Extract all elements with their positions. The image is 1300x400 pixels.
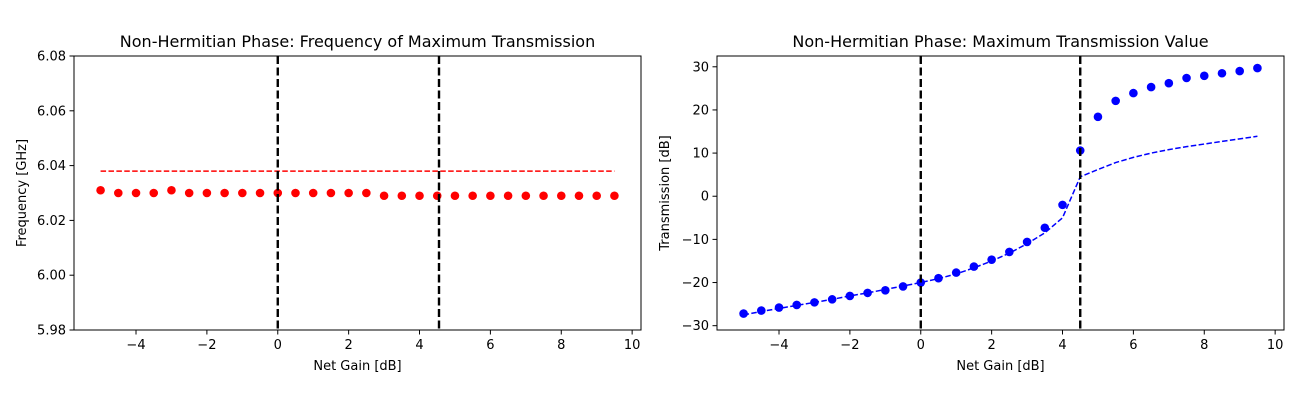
transmission-data-point	[1199, 71, 1209, 81]
frequency-y-tick-label: 6.08	[37, 50, 66, 65]
frequency-data-point	[379, 191, 389, 201]
frequency-plot-area	[96, 56, 619, 330]
frequency-y-axis-label: Frequency [GHz]	[15, 139, 30, 247]
frequency-y-tick-label: 6.04	[37, 159, 66, 174]
frequency-data-point	[149, 188, 159, 198]
transmission-x-tick-label: 8	[1200, 338, 1208, 353]
transmission-y-tick-label: 30	[692, 60, 709, 75]
transmission-y-tick-label: −10	[682, 233, 709, 248]
frequency-data-point	[131, 188, 141, 198]
transmission-data-point	[881, 286, 890, 295]
frequency-data-point	[397, 191, 407, 201]
transmission-y-tick-label: 0	[701, 190, 709, 205]
transmission-axes-frame	[716, 55, 1285, 331]
transmission-data-point	[739, 309, 748, 318]
frequency-data-point	[610, 191, 619, 201]
frequency-data-point	[415, 191, 424, 201]
frequency-ticks: −4 −2 0 2 4 6 8 10 5.98 6.00 6.02 6.04 6.06 6.08	[37, 50, 640, 354]
frequency-y-tick-label: 6.06	[37, 104, 66, 119]
transmission-y-tick-label: −20	[682, 276, 709, 291]
frequency-axes-frame	[73, 55, 642, 331]
frequency-x-tick-label: 4	[415, 338, 423, 353]
frequency-x-tick-label: 6	[486, 338, 494, 353]
frequency-x-tick-label: 10	[624, 338, 641, 353]
transmission-data-point	[863, 288, 872, 298]
transmission-y-tick-label: −30	[682, 319, 709, 334]
frequency-x-tick-label: 8	[557, 338, 565, 353]
transmission-dashed-line	[743, 135, 1258, 316]
frequency-data-point	[344, 188, 353, 198]
frequency-data-point	[238, 188, 247, 198]
transmission-data-point	[951, 268, 961, 277]
frequency-data-point	[96, 185, 105, 195]
frequency-y-tick-label: 6.02	[37, 214, 66, 229]
frequency-data-point	[308, 188, 318, 198]
transmission-data-point	[1129, 88, 1138, 98]
transmission-data-point	[1111, 96, 1120, 106]
frequency-data-point	[184, 188, 194, 198]
frequency-x-tick-label: 0	[274, 338, 282, 353]
frequency-y-tick-label: 6.00	[37, 269, 66, 284]
transmission-data-point	[1164, 78, 1174, 88]
frequency-data-point	[450, 191, 460, 201]
transmission-data-point	[792, 300, 802, 310]
frequency-data-point	[592, 191, 601, 201]
frequency-data-point	[362, 188, 371, 198]
transmission-data-point	[757, 306, 766, 315]
transmission-x-tick-label: 4	[1058, 338, 1066, 353]
transmission-data-point	[1040, 223, 1050, 233]
transmission-data-point	[916, 278, 926, 287]
frequency-y-tick-label: 5.98	[37, 324, 66, 339]
chart-frequency-panel: −4 −2 0 2 4 6 8 10 5.98 6.00 6.02 6.04 6.06 6.08 Non-…	[15, 32, 642, 374]
frequency-chart-title: Non-Hermitian Phase: Frequency of Maximu…	[120, 32, 595, 51]
frequency-data-point	[556, 191, 566, 201]
transmission-y-tick-label: 10	[692, 147, 709, 162]
transmission-data-point	[1182, 73, 1191, 83]
frequency-data-point	[574, 191, 584, 201]
frequency-data-point	[326, 188, 336, 198]
transmission-x-axis-label: Net Gain [dB]	[956, 359, 1044, 374]
frequency-x-tick-label: 2	[345, 338, 353, 353]
transmission-x-tick-label: 2	[988, 338, 996, 353]
frequency-data-point	[220, 188, 229, 198]
frequency-x-tick-label: −4	[126, 338, 145, 353]
frequency-data-point	[114, 188, 123, 198]
frequency-data-point	[432, 191, 442, 201]
frequency-data-point	[486, 191, 495, 201]
transmission-data-point	[987, 255, 996, 264]
frequency-data-point	[273, 188, 283, 198]
transmission-chart-title: Non-Hermitian Phase: Maximum Transmissio…	[792, 32, 1208, 51]
frequency-data-point	[202, 188, 212, 198]
frequency-x-tick-label: −2	[197, 338, 216, 353]
frequency-data-point	[291, 188, 300, 198]
frequency-data-point	[521, 191, 531, 201]
transmission-data-point	[1146, 82, 1156, 92]
transmission-x-tick-label: 6	[1129, 338, 1137, 353]
transmission-data-point	[1217, 68, 1227, 78]
frequency-data-point	[468, 191, 477, 201]
frequency-x-axis-label: Net Gain [dB]	[313, 359, 401, 374]
transmission-x-tick-label: −4	[769, 338, 788, 353]
transmission-data-point	[1093, 112, 1103, 122]
transmission-y-tick-label: 20	[692, 103, 709, 118]
transmission-data-point	[1253, 63, 1262, 73]
transmission-data-point	[774, 303, 784, 312]
transmission-data-point	[1058, 200, 1067, 210]
frequency-data-point	[503, 191, 513, 201]
frequency-data-point	[539, 191, 548, 201]
transmission-y-axis-label: Transmission [dB]	[658, 135, 673, 251]
transmission-data-point	[1022, 237, 1032, 247]
transmission-x-tick-label: 0	[917, 338, 925, 353]
transmission-data-point	[1235, 66, 1244, 76]
transmission-x-tick-label: −2	[840, 338, 859, 353]
transmission-plot-area	[739, 56, 1262, 330]
frequency-data-point	[255, 188, 265, 198]
frequency-data-point	[167, 185, 176, 195]
transmission-x-tick-label: 10	[1267, 338, 1284, 353]
